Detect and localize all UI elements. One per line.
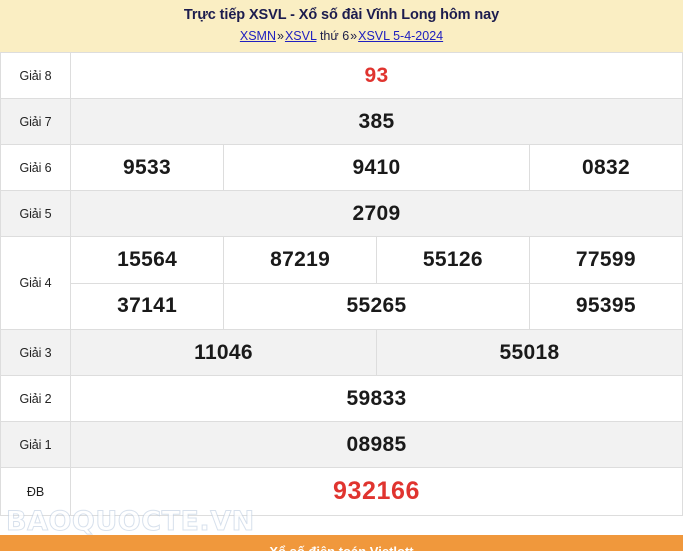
prize-cell: 0832 xyxy=(529,144,683,191)
prize-cell: 08985 xyxy=(70,421,683,468)
prize-label-giai-2: Giải 2 xyxy=(0,375,71,422)
prize-cell: 93 xyxy=(70,52,683,99)
breadcrumb: XSMN»XSVL thứ 6»XSVL 5-4-2024 xyxy=(0,28,683,45)
table-row: Giải 1 08985 xyxy=(0,421,683,468)
prize-cell: 2709 xyxy=(70,190,683,237)
bottom-bar: Xổ số điện toán Vietlott xyxy=(0,535,683,551)
prize-cell: 55126 xyxy=(376,237,530,284)
prize-number: 2709 xyxy=(352,201,401,225)
prize-cell: 95395 xyxy=(528,282,682,329)
prize-cell: 385 xyxy=(70,98,683,145)
breadcrumb-weekday: thứ 6 xyxy=(319,29,350,43)
prize-cell: 932166 xyxy=(70,467,683,516)
table-subrow: 37141 55265 95395 xyxy=(71,282,682,329)
prize-label-giai-1: Giải 1 xyxy=(0,421,71,468)
table-row: Giải 2 59833 xyxy=(0,375,683,422)
giai-4-subtable: 15564 87219 55126 77599 xyxy=(71,237,682,329)
table-row: Giải 8 93 xyxy=(0,52,683,99)
prize-cell: 59833 xyxy=(70,375,683,422)
prize-cell: 55018 xyxy=(376,329,683,376)
prize-number: 95395 xyxy=(575,294,636,318)
table-row: Giải 3 11046 55018 xyxy=(0,329,683,376)
prize-number: 08985 xyxy=(346,432,407,456)
prize-label-giai-6: Giải 6 xyxy=(0,144,71,191)
table-row: Giải 5 2709 xyxy=(0,190,683,237)
prize-number: 0832 xyxy=(582,155,630,179)
prize-number: 55018 xyxy=(499,340,560,364)
prize-cell: 37141 xyxy=(71,282,225,329)
prize-label-giai-4: Giải 4 xyxy=(0,236,71,330)
table-row: Giải 4 15564 87219 xyxy=(0,236,683,330)
breadcrumb-link-date[interactable]: XSVL 5-4-2024 xyxy=(358,29,444,43)
lottery-results-table: Giải 8 93 Giải 7 385 Giải 6 9533 9410 xyxy=(0,52,683,516)
prize-number: 9533 xyxy=(123,155,171,179)
table-subrow: 15564 87219 55126 77599 xyxy=(71,237,682,284)
prize-number: 77599 xyxy=(575,247,636,271)
table-row: Giải 6 9533 9410 0832 xyxy=(0,144,683,191)
prize-cell: 15564 xyxy=(71,237,225,284)
prize-cell: 11046 xyxy=(70,329,377,376)
prize-label-giai-7: Giải 7 xyxy=(0,98,71,145)
prize-number: 55265 xyxy=(346,294,407,318)
breadcrumb-link-xsmn[interactable]: XSMN xyxy=(239,29,276,43)
table-row: ĐB 932166 xyxy=(0,467,683,516)
prize-label-db: ĐB xyxy=(0,467,71,516)
prize-number: 385 xyxy=(358,109,395,133)
breadcrumb-separator-2: » xyxy=(350,29,358,43)
prize-number: 15564 xyxy=(117,247,178,271)
prize-cell: 87219 xyxy=(223,237,377,284)
breadcrumb-separator-1: » xyxy=(276,29,284,43)
prize-label-giai-3: Giải 3 xyxy=(0,329,71,376)
breadcrumb-link-xsvl[interactable]: XSVL xyxy=(284,29,317,43)
prize-label-giai-8: Giải 8 xyxy=(0,52,71,99)
prize-number: 11046 xyxy=(194,340,253,364)
prize-cell-group: 15564 87219 55126 77599 xyxy=(70,236,683,330)
prize-number: 87219 xyxy=(270,247,331,271)
page-header: Trực tiếp XSVL - Xổ số đài Vĩnh Long hôm… xyxy=(0,0,683,52)
prize-number: 9410 xyxy=(352,155,401,179)
table-row: Giải 7 385 xyxy=(0,98,683,145)
prize-label-giai-5: Giải 5 xyxy=(0,190,71,237)
prize-number: 37141 xyxy=(117,294,178,318)
prize-number: 93 xyxy=(364,63,389,87)
page-title: Trực tiếp XSVL - Xổ số đài Vĩnh Long hôm… xyxy=(183,7,500,23)
bottom-bar-label: Xổ số điện toán Vietlott xyxy=(0,544,683,551)
prize-number-db: 932166 xyxy=(332,477,421,505)
prize-cell: 9410 xyxy=(223,144,530,191)
results-tbody: Giải 8 93 Giải 7 385 Giải 6 9533 9410 xyxy=(0,52,683,516)
prize-cell: 9533 xyxy=(70,144,224,191)
prize-cell: 55265 xyxy=(223,282,530,329)
prize-cell: 77599 xyxy=(528,237,682,284)
prize-number: 59833 xyxy=(346,386,407,410)
prize-number: 55126 xyxy=(422,247,483,271)
